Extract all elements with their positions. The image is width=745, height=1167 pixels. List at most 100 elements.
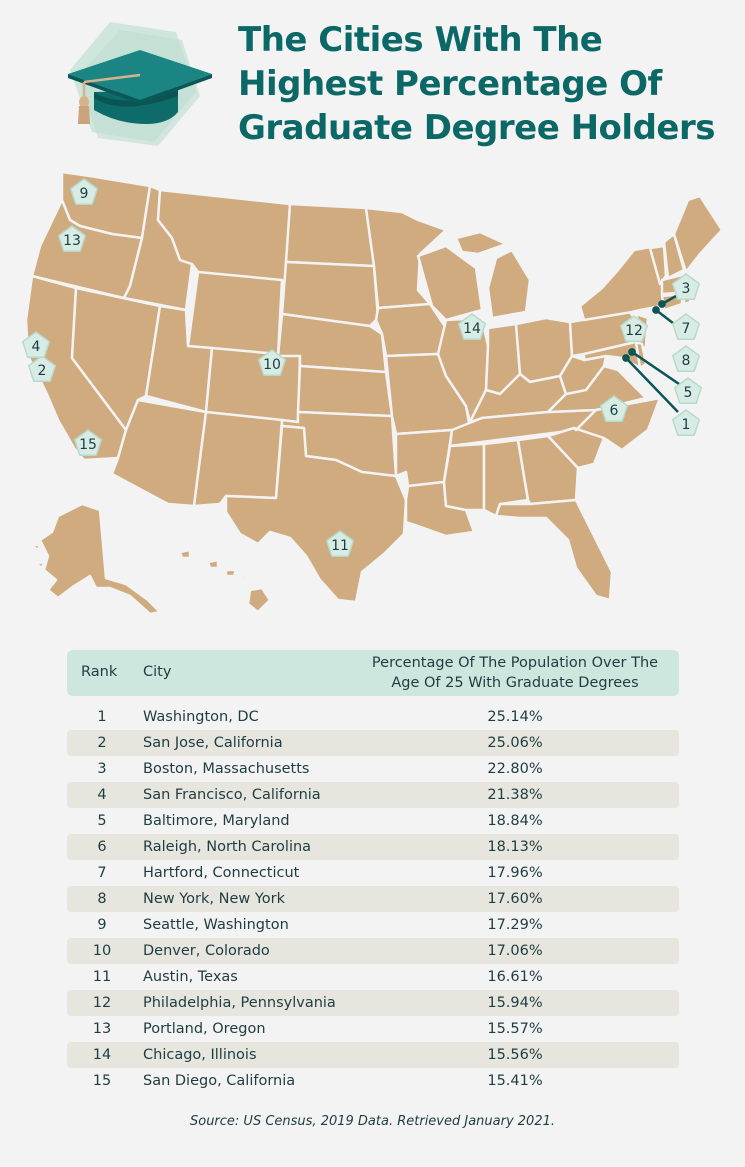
- marker-label: 6: [610, 403, 619, 419]
- cell-percentage: 15.41%: [487, 1073, 543, 1089]
- state-newhampshire: [662, 232, 686, 280]
- map-marker-6: 6: [599, 395, 629, 423]
- table-header: Rank City Percentage Of The Population O…: [67, 650, 679, 696]
- table-row: 12 Philadelphia, Pennsylvania 15.94%: [67, 990, 679, 1016]
- cell-percentage: 18.13%: [487, 839, 543, 855]
- marker-shape: [599, 395, 629, 423]
- title-line: Highest Percentage Of: [238, 64, 662, 104]
- title-line: Graduate Degree Holders: [238, 108, 715, 148]
- cell-percentage: 22.80%: [487, 761, 543, 777]
- marker-shape: [69, 178, 99, 206]
- marker-label: 4: [32, 339, 41, 355]
- map-marker-5: 5: [673, 377, 703, 405]
- state-colorado: [204, 346, 302, 424]
- map-marker-13: 13: [57, 225, 87, 253]
- cell-percentage: 17.06%: [487, 943, 543, 959]
- cell-percentage: 17.60%: [487, 891, 543, 907]
- state-kansas: [296, 364, 394, 418]
- map-marker-11: 11: [325, 530, 355, 558]
- ranking-table: Rank City Percentage Of The Population O…: [67, 650, 679, 1094]
- marker-label: 15: [79, 437, 97, 453]
- marker-label: 7: [682, 321, 691, 337]
- table-row: 14 Chicago, Illinois 15.56%: [67, 1042, 679, 1068]
- cell-rank: 4: [97, 787, 107, 803]
- page-title: The Cities With The Highest Percentage O…: [238, 18, 738, 150]
- table-row: 3 Boston, Massachusetts 22.80%: [67, 756, 679, 782]
- cell-percentage: 21.38%: [487, 787, 543, 803]
- header-city: City: [143, 664, 172, 680]
- map-marker-9: 9: [69, 178, 99, 206]
- marker-label: 2: [38, 363, 47, 379]
- cell-city: Seattle, Washington: [143, 917, 289, 933]
- cell-percentage: 18.84%: [487, 813, 543, 829]
- cell-city: Austin, Texas: [143, 969, 238, 985]
- cell-city: San Diego, California: [143, 1073, 296, 1089]
- marker-shape: [671, 345, 701, 373]
- state-mississippi: [442, 442, 486, 512]
- state-texas: [224, 424, 408, 604]
- marker-shape: [73, 429, 103, 457]
- state-alaska: [38, 502, 162, 616]
- marker-shape: [27, 355, 57, 383]
- state-maine: [672, 194, 724, 274]
- state-northdakota: [284, 202, 376, 268]
- table-row: 5 Baltimore, Maryland 18.84%: [67, 808, 679, 834]
- graduation-cap-icon: [68, 22, 212, 146]
- marker-shape: [325, 530, 355, 558]
- header-rank: Rank: [81, 664, 118, 680]
- header-percentage: Percentage Of The Population Over The Ag…: [355, 653, 675, 693]
- cell-percentage: 15.56%: [487, 1047, 543, 1063]
- cell-rank: 11: [92, 969, 112, 985]
- table-row: 9 Seattle, Washington 17.29%: [67, 912, 679, 938]
- cell-percentage: 15.57%: [487, 1021, 543, 1037]
- cell-rank: 7: [97, 865, 107, 881]
- header-percentage-line: Percentage Of The Population Over The: [371, 655, 659, 671]
- cell-city: Boston, Massachusetts: [143, 761, 310, 777]
- state-minnesota: [364, 206, 448, 310]
- map-marker-1: 1: [671, 409, 701, 437]
- state-michigan-upper: [454, 230, 508, 256]
- map-marker-7: 7: [671, 313, 701, 341]
- cell-rank: 15: [92, 1073, 112, 1089]
- state-wisconsin: [416, 244, 484, 322]
- marker-shape: [57, 225, 87, 253]
- state-newmexico: [192, 410, 284, 508]
- cell-rank: 10: [92, 943, 112, 959]
- marker-label: 14: [463, 321, 481, 337]
- state-hawaii: [178, 548, 272, 614]
- cell-percentage: 15.94%: [487, 995, 543, 1011]
- cell-city: Hartford, Connecticut: [143, 865, 300, 881]
- table-row: 4 San Francisco, California 21.38%: [67, 782, 679, 808]
- cell-rank: 8: [97, 891, 107, 907]
- source-note: Source: US Census, 2019 Data. Retrieved …: [189, 1114, 556, 1129]
- cell-city: Washington, DC: [143, 709, 259, 725]
- cell-rank: 3: [97, 761, 107, 777]
- cell-percentage: 25.06%: [487, 735, 543, 751]
- table-row: 13 Portland, Oregon 15.57%: [67, 1016, 679, 1042]
- map-marker-2: 2: [27, 355, 57, 383]
- cell-percentage: 17.96%: [487, 865, 543, 881]
- cell-rank: 13: [92, 1021, 112, 1037]
- marker-label: 10: [263, 357, 281, 373]
- state-delaware: [634, 340, 648, 370]
- marker-shape: [619, 315, 649, 343]
- state-southcarolina: [546, 426, 606, 470]
- cell-rank: 6: [97, 839, 107, 855]
- cell-city: Denver, Colorado: [143, 943, 270, 959]
- cell-rank: 1: [97, 709, 107, 725]
- cell-city: San Francisco, California: [143, 787, 321, 803]
- header-percentage-line: Age Of 25 With Graduate Degrees: [391, 675, 639, 691]
- table-row: 11 Austin, Texas 16.61%: [67, 964, 679, 990]
- state-southdakota: [280, 260, 380, 328]
- marker-label: 3: [682, 281, 691, 297]
- marker-label: 5: [684, 385, 693, 401]
- cell-city: Baltimore, Maryland: [143, 813, 290, 829]
- marker-shape: [671, 409, 701, 437]
- table-row: 15 San Diego, California 15.41%: [67, 1068, 679, 1094]
- cell-city: New York, New York: [143, 891, 286, 907]
- table-row: 2 San Jose, California 25.06%: [67, 730, 679, 756]
- cell-rank: 14: [92, 1047, 112, 1063]
- marker-label: 1: [682, 417, 691, 433]
- cell-city: San Jose, California: [143, 735, 283, 751]
